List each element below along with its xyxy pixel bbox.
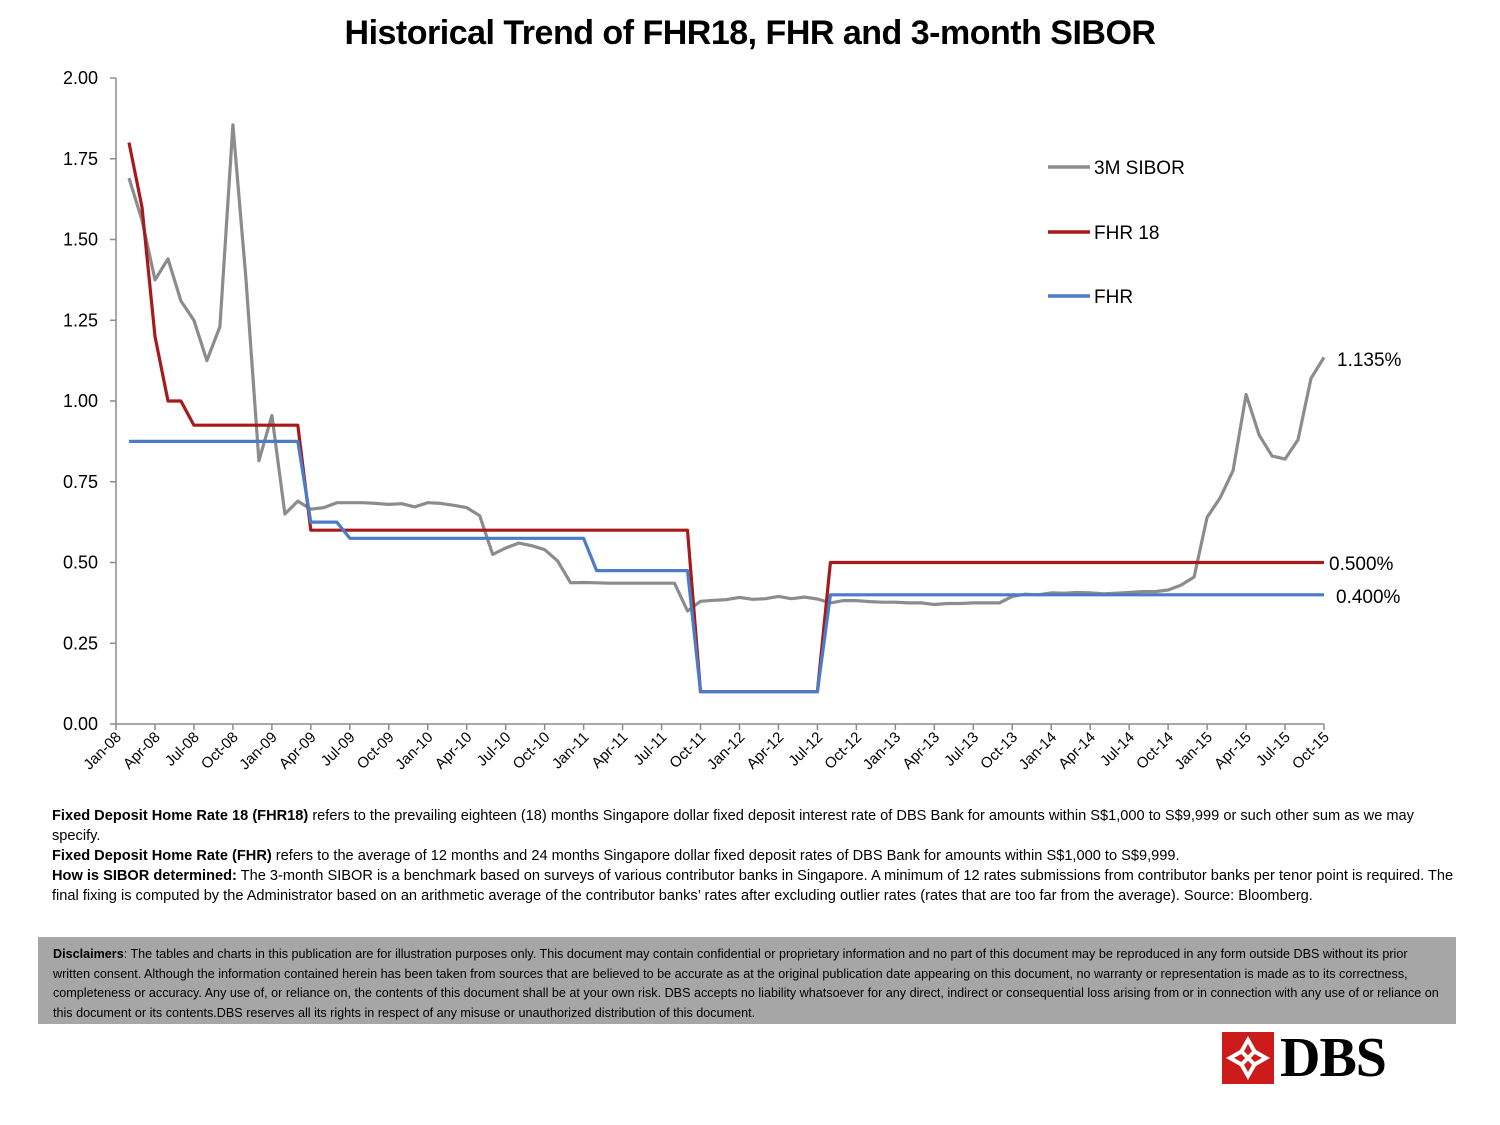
x-tick-label: Oct-11 bbox=[666, 729, 709, 772]
x-tick-label: Jul-14 bbox=[1097, 729, 1138, 770]
dbs-logo-text: DBS bbox=[1280, 1027, 1387, 1089]
dbs-logo: DBS bbox=[1222, 1027, 1402, 1089]
x-tick-label: Oct-15 bbox=[1289, 729, 1333, 773]
y-tick-label: 1.25 bbox=[63, 310, 98, 330]
end-value-label: 0.400% bbox=[1336, 587, 1401, 608]
x-tick-label: Oct-10 bbox=[510, 729, 554, 773]
x-tick-label: Jul-11 bbox=[630, 729, 670, 769]
x-tick-label: Jul-10 bbox=[474, 729, 515, 770]
note-fhr18: Fixed Deposit Home Rate 18 (FHR18) refer… bbox=[52, 806, 1462, 846]
x-tick-label: Apr-10 bbox=[432, 729, 476, 773]
line-chart: 0.00 0.25 0.50 0.75 1.00 1.25 1.50 1.75 2.00 Jan-… bbox=[63, 68, 1402, 773]
chart-legend: 3M SIBOR FHR 18 FHR bbox=[1048, 158, 1185, 308]
x-tick-label: Apr-08 bbox=[120, 729, 164, 773]
note-fhr: Fixed Deposit Home Rate (FHR) refers to … bbox=[52, 846, 1462, 866]
x-tick-label: Jan-14 bbox=[1016, 729, 1060, 773]
x-tick-label: Apr-09 bbox=[276, 729, 320, 773]
x-tick-label: Oct-09 bbox=[354, 729, 398, 773]
note-fhr18-text: refers to the prevailing eighteen (18) m… bbox=[52, 808, 1414, 844]
y-tick-label: 1.00 bbox=[63, 391, 98, 411]
x-tick-label: Oct-13 bbox=[977, 729, 1021, 773]
y-tick-label: 0.00 bbox=[63, 714, 98, 734]
x-tick-label: Jul-09 bbox=[318, 729, 359, 770]
x-tick-label: Apr-12 bbox=[743, 729, 787, 773]
y-tick-label: 0.50 bbox=[63, 553, 98, 573]
x-tick-label: Jan-11 bbox=[549, 729, 593, 773]
note-sibor-text: The 3-month SIBOR is a benchmark based o… bbox=[52, 868, 1454, 904]
chart-notes: Fixed Deposit Home Rate 18 (FHR18) refer… bbox=[52, 806, 1462, 906]
x-tick-label: Apr-14 bbox=[1055, 729, 1099, 773]
series-line-3m-sibor bbox=[127, 123, 1326, 613]
legend-label: FHR 18 bbox=[1094, 223, 1159, 244]
x-tick-label: Jan-12 bbox=[704, 729, 748, 773]
note-fhr-term: Fixed Deposit Home Rate (FHR) bbox=[52, 848, 272, 864]
x-tick-label: Jul-12 bbox=[785, 729, 826, 770]
x-tick-label: Jan-09 bbox=[236, 729, 280, 773]
x-tick-label: Oct-12 bbox=[821, 729, 865, 773]
disclaimer-term: Disclaimers bbox=[53, 947, 124, 961]
x-tick-label: Jan-13 bbox=[860, 729, 904, 773]
note-fhr-text: refers to the average of 12 months and 2… bbox=[271, 848, 1180, 864]
x-tick-label: Apr-15 bbox=[1211, 729, 1255, 773]
chart-title: Historical Trend of FHR18, FHR and 3-mon… bbox=[344, 14, 1156, 52]
x-tick-label: Jan-15 bbox=[1171, 729, 1215, 773]
y-tick-label: 2.00 bbox=[63, 68, 98, 88]
x-tick-label: Apr-11 bbox=[588, 729, 631, 772]
x-tick-label: Jul-08 bbox=[162, 729, 203, 770]
y-tick-label: 1.50 bbox=[63, 230, 98, 250]
end-value-label: 0.500% bbox=[1329, 554, 1394, 575]
note-sibor: How is SIBOR determined: The 3-month SIB… bbox=[52, 866, 1462, 906]
x-tick-label: Jul-13 bbox=[941, 729, 982, 770]
legend-label: 3M SIBOR bbox=[1094, 158, 1185, 179]
end-value-label: 1.135% bbox=[1337, 350, 1402, 371]
x-tick-label: Oct-08 bbox=[198, 729, 242, 773]
y-tick-label: 1.75 bbox=[63, 149, 98, 169]
note-sibor-term: How is SIBOR determined: bbox=[52, 868, 237, 884]
series-line-fhr bbox=[129, 439, 1324, 694]
y-tick-label: 0.25 bbox=[63, 633, 98, 653]
disclaimer-text: : The tables and charts in this publicat… bbox=[53, 947, 1439, 1020]
note-fhr18-term: Fixed Deposit Home Rate 18 (FHR18) bbox=[52, 808, 309, 824]
x-tick-label: Apr-13 bbox=[899, 729, 943, 773]
series-layer bbox=[127, 123, 1326, 694]
x-tick-label: Oct-14 bbox=[1133, 729, 1177, 773]
dbs-logo-icon bbox=[1222, 1032, 1274, 1084]
x-tick-label: Jan-08 bbox=[80, 729, 124, 773]
disclaimer-box: Disclaimers: The tables and charts in th… bbox=[38, 937, 1456, 1024]
y-tick-label: 0.75 bbox=[63, 472, 98, 492]
legend-label: FHR bbox=[1094, 287, 1133, 308]
x-tick-label: Jul-15 bbox=[1253, 729, 1294, 770]
x-tick-label: Jan-10 bbox=[392, 729, 436, 773]
end-labels: 1.135% 0.500% 0.400% bbox=[1329, 350, 1402, 608]
